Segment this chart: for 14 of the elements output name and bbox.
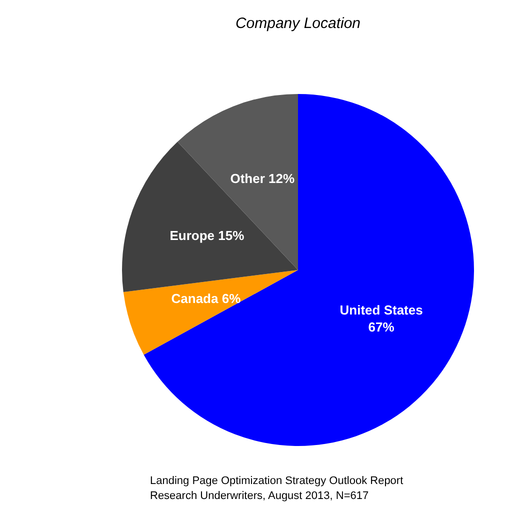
pie-slice [144, 94, 474, 446]
slice-label: Europe [170, 228, 214, 244]
pie-slice [123, 270, 298, 355]
data-label: 67% [368, 320, 395, 335]
slice-label: Canada [171, 291, 218, 306]
data-label: 15% [218, 228, 244, 244]
slice-label: Other [230, 171, 265, 186]
data-label: 6% [222, 291, 241, 306]
data-label: 12% [268, 171, 295, 186]
slice-label: United States [340, 302, 423, 318]
text: Landing Page Optimization Strategy Outlook Report [150, 475, 404, 487]
pie-slice [122, 142, 298, 292]
chart-title: Company Location [235, 15, 361, 32]
text: Research Underwriters, August 2013, N=617 [150, 490, 369, 502]
